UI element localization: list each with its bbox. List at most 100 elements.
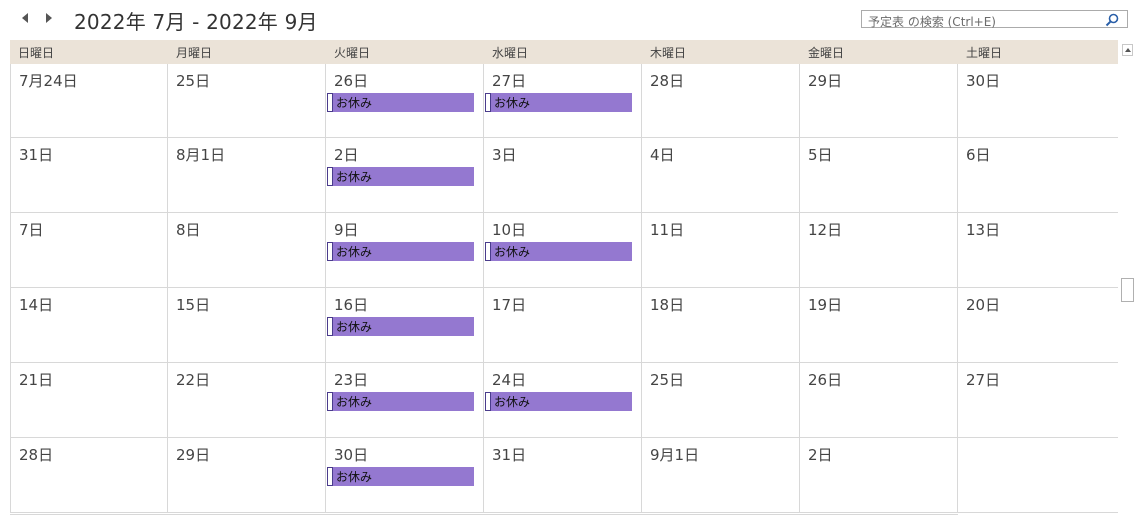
day-cell[interactable]: 7月24日 [10, 64, 168, 137]
day-cell[interactable]: 4日 [642, 138, 800, 212]
event-title: お休み [336, 170, 373, 184]
day-cell[interactable]: 7日 [10, 213, 168, 287]
day-cell[interactable]: 3日 [484, 138, 642, 212]
day-cell[interactable]: 8日 [168, 213, 326, 287]
day-cell[interactable]: 9月1日 [642, 438, 800, 512]
day-cell[interactable]: 29日 [168, 438, 326, 512]
week-row: 7日 8日 9日 お休み 10日 お休み 11日 12日 13日 [10, 213, 1118, 288]
day-cell[interactable]: 18日 [642, 288, 800, 362]
day-cell[interactable]: 5日 [800, 138, 958, 212]
event-item[interactable]: お休み [327, 317, 474, 336]
day-number: 20日 [966, 296, 1001, 314]
day-cell[interactable]: 19日 [800, 288, 958, 362]
day-number: 10日 [492, 221, 527, 239]
scroll-thumb[interactable] [1121, 278, 1134, 302]
event-item[interactable]: お休み [327, 392, 474, 411]
day-cell[interactable]: 30日 [958, 64, 1118, 137]
day-cell[interactable]: 22日 [168, 363, 326, 437]
weekday-label: 土曜日 [958, 40, 1118, 64]
day-number: 8月1日 [176, 146, 226, 164]
event-title: お休み [494, 395, 531, 409]
day-cell[interactable]: 2日 [800, 438, 958, 512]
day-number: 7日 [19, 221, 44, 239]
day-cell[interactable]: 15日 [168, 288, 326, 362]
day-number: 7月24日 [19, 72, 78, 90]
day-cell[interactable]: 8月1日 [168, 138, 326, 212]
month-calendar: 日曜日 月曜日 火曜日 水曜日 木曜日 金曜日 土曜日 7月24日 25日 26日お… [10, 40, 1118, 514]
event-item[interactable]: お休み [485, 242, 632, 261]
day-number: 19日 [808, 296, 843, 314]
search-icon[interactable] [1105, 13, 1119, 27]
day-number: 2日 [334, 146, 359, 164]
week-row: 21日 22日 23日 お休み 24日 お休み 25日 26日 27日 [10, 363, 1118, 438]
day-number: 28日 [19, 446, 54, 464]
day-number: 9日 [334, 221, 359, 239]
event-item[interactable]: お休み [485, 392, 632, 411]
day-cell[interactable]: 26日お休み [326, 64, 484, 137]
day-cell[interactable]: 16日お休み [326, 288, 484, 362]
day-cell[interactable]: 21日 [10, 363, 168, 437]
day-number: 5日 [808, 146, 833, 164]
day-number: 12日 [808, 221, 843, 239]
day-cell[interactable]: 25日 [168, 64, 326, 137]
day-cell[interactable]: 31日 [10, 138, 168, 212]
day-number: 16日 [334, 296, 369, 314]
day-number: 18日 [650, 296, 685, 314]
day-number: 24日 [492, 371, 527, 389]
date-range-title: 2022年 7月 - 2022年 9月 [74, 10, 318, 34]
day-cell[interactable]: 9日お休み [326, 213, 484, 287]
day-cell[interactable]: 12日 [800, 213, 958, 287]
previous-button[interactable] [18, 10, 32, 26]
vertical-scrollbar[interactable] [1118, 40, 1136, 514]
day-cell[interactable]: 23日 お休み [326, 363, 484, 437]
triangle-left-icon [22, 13, 28, 23]
day-cell[interactable]: 11日 [642, 213, 800, 287]
event-item[interactable]: お休み [485, 93, 632, 112]
day-number: 27日 [966, 371, 1001, 389]
day-cell[interactable]: 2日お休み [326, 138, 484, 212]
day-cell[interactable]: 26日 [800, 363, 958, 437]
day-cell[interactable]: 6日 [958, 138, 1118, 212]
day-cell[interactable]: 31日 [484, 438, 642, 512]
day-cell[interactable]: 25日 [642, 363, 800, 437]
day-cell[interactable]: 17日 [484, 288, 642, 362]
event-title: お休み [336, 245, 373, 259]
day-cell[interactable]: 10日お休み [484, 213, 642, 287]
search-input[interactable] [862, 14, 1110, 30]
calendar-grid: 7月24日 25日 26日 お休み 27日 お休み 28日 29日 30日 31日 8月1日 2日 お休… [10, 64, 1118, 513]
next-button[interactable] [42, 10, 56, 26]
week-row: 31日 8月1日 2日 お休み 3日 4日 5日 6日 [10, 138, 1118, 213]
day-number: 4日 [650, 146, 675, 164]
day-cell[interactable]: 14日 [10, 288, 168, 362]
event-item[interactable]: お休み [327, 93, 474, 112]
day-cell[interactable]: 28日 [10, 438, 168, 512]
day-number: 28日 [650, 72, 685, 90]
day-number: 31日 [492, 446, 527, 464]
day-cell[interactable]: 29日 [800, 64, 958, 137]
scroll-up-button[interactable] [1122, 44, 1133, 56]
day-number: 11日 [650, 221, 685, 239]
event-status-bar [327, 167, 333, 186]
week-row: 28日 29日 30日 お休み 31日 9月1日 2日 [10, 438, 1118, 513]
event-item[interactable]: お休み [327, 167, 474, 186]
day-number: 13日 [966, 221, 1001, 239]
day-number: 9月1日 [650, 446, 700, 464]
day-number: 29日 [176, 446, 211, 464]
weekday-header: 日曜日 月曜日 火曜日 水曜日 木曜日 金曜日 土曜日 [10, 40, 1118, 64]
day-cell[interactable]: 24日お休み [484, 363, 642, 437]
day-cell[interactable]: 30日 お休み [326, 438, 484, 512]
day-cell[interactable]: 13日 [958, 213, 1118, 287]
day-cell[interactable]: 28日 [642, 64, 800, 137]
day-number: 8日 [176, 221, 201, 239]
day-cell[interactable]: 27日 お休み [484, 64, 642, 137]
event-status-bar [485, 93, 491, 112]
day-cell[interactable]: 27日 [958, 363, 1118, 437]
event-item[interactable]: お休み [327, 242, 474, 261]
event-title: お休み [336, 395, 373, 409]
day-number: 17日 [492, 296, 527, 314]
event-item[interactable]: お休み [327, 467, 474, 486]
day-number: 26日 [334, 72, 369, 90]
day-cell[interactable]: 20日 [958, 288, 1118, 362]
day-cell[interactable] [958, 438, 1118, 512]
event-status-bar [327, 392, 333, 411]
